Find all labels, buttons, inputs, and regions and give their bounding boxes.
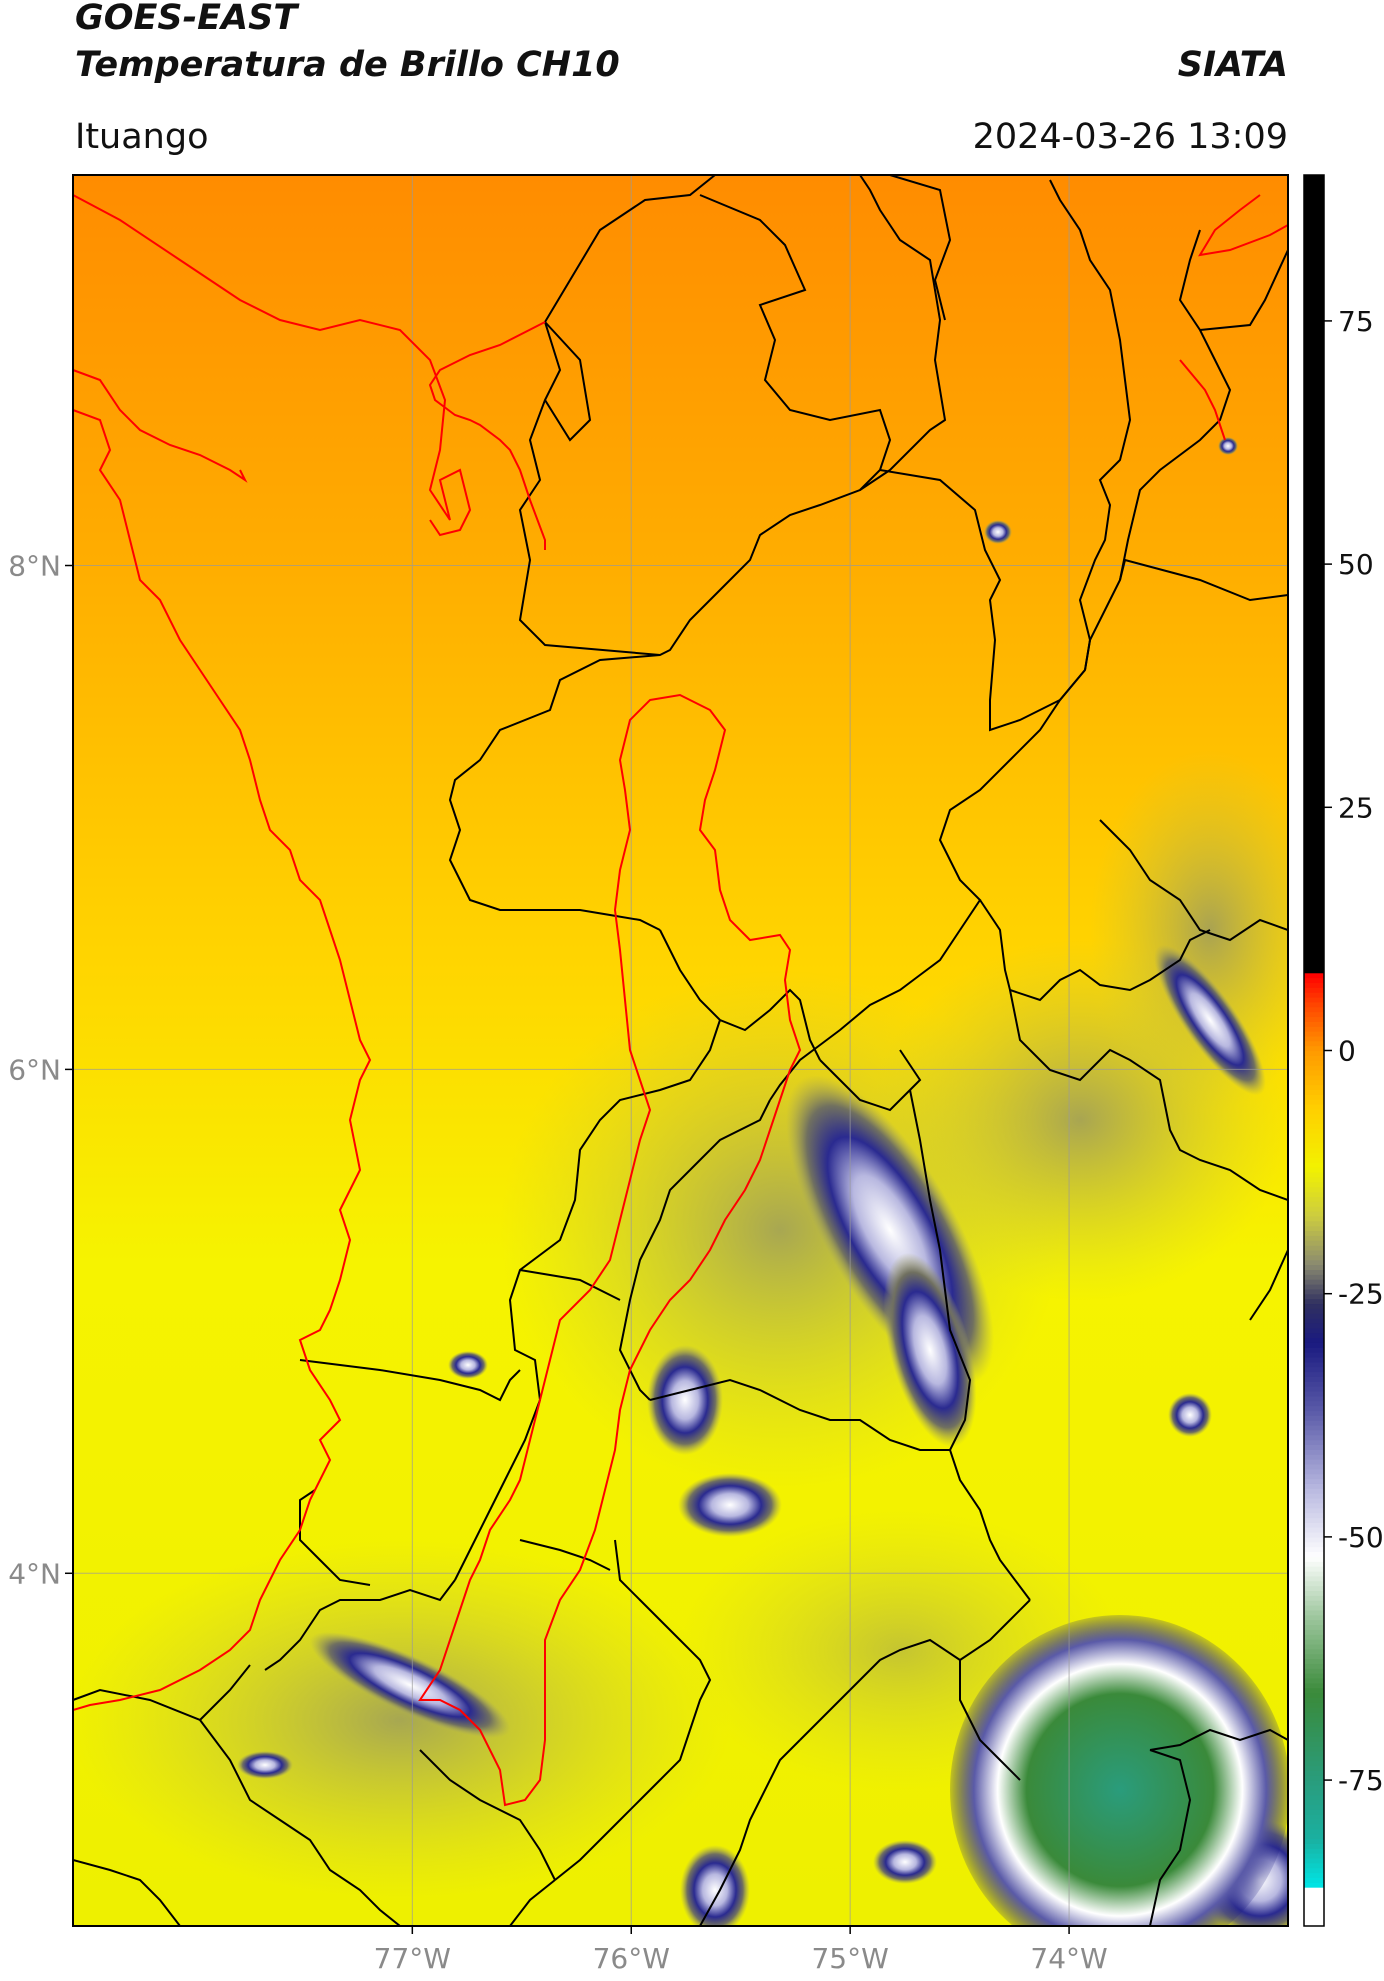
map-frame: [72, 174, 1289, 1927]
lon-tick-label: 76°W: [593, 1942, 670, 1975]
region-label: Ituango: [75, 117, 209, 157]
lat-tick-label: 8°N: [8, 550, 61, 583]
cloud-cell: [1154, 944, 1266, 1096]
ituango-basin-outline: [418, 693, 802, 1807]
coastline: [73, 194, 1288, 1711]
cloud-cell: [873, 1840, 937, 1884]
gridlines: [73, 175, 1288, 1926]
cloud-cell: [1168, 1393, 1212, 1437]
cloud-cell: [448, 1351, 488, 1379]
lon-tick-label: 74°W: [1030, 1942, 1107, 1975]
datetime-label: 2024-03-26 13:09: [972, 117, 1288, 157]
cloud-cell: [1218, 437, 1238, 455]
satellite-title: GOES-EAST: [75, 0, 298, 38]
cloud-cell: [647, 1345, 723, 1455]
axis-ticks: 77°W 76°W 75°W 74°W 8°N 6°N 4°N: [8, 550, 1108, 1975]
lon-tick-label: 77°W: [374, 1942, 451, 1975]
lon-tick-label: 75°W: [811, 1942, 888, 1975]
department-borders: [73, 175, 1288, 1926]
cloud-cell: [678, 1473, 782, 1537]
cloud-cell: [883, 1252, 977, 1448]
cloud-cell: [237, 1751, 293, 1779]
product-title: Temperatura de Brillo CH10: [75, 45, 620, 85]
cloud-cell: [680, 1845, 750, 1926]
cloud-cell: [984, 520, 1012, 544]
lat-tick-label: 4°N: [8, 1557, 61, 1590]
lat-tick-label: 6°N: [8, 1053, 61, 1086]
cold-core-cloud: [950, 1615, 1288, 1926]
agency-label: SIATA: [1177, 45, 1288, 85]
haze-region: [73, 1540, 730, 1900]
